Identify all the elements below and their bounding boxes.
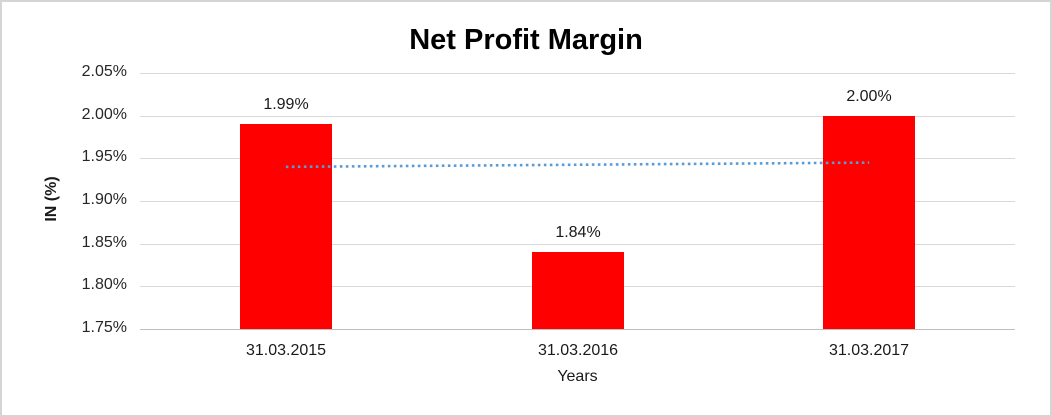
x-tick-label: 31.03.2015	[245, 342, 327, 359]
y-tick-label: 1.80%	[81, 276, 127, 293]
x-tick-label: 31.03.2016	[537, 342, 619, 359]
x-axis-line	[140, 329, 1015, 330]
x-axis-title: Years	[557, 368, 598, 385]
y-tick-label: 1.75%	[81, 319, 127, 336]
y-tick-label: 1.85%	[81, 234, 127, 251]
gridline	[140, 244, 1015, 245]
data-label: 1.99%	[263, 96, 309, 113]
gridline	[140, 158, 1015, 159]
gridline	[140, 73, 1015, 74]
gridline	[140, 201, 1015, 202]
y-tick-label: 1.90%	[81, 191, 127, 208]
x-tick-label: 31.03.2017	[828, 342, 910, 359]
bar-31.03.2017	[823, 116, 915, 329]
bar-31.03.2015	[240, 124, 332, 329]
bar-31.03.2016	[532, 252, 624, 329]
gridline	[140, 116, 1015, 117]
data-label: 2.00%	[846, 88, 892, 105]
data-label: 1.84%	[555, 224, 601, 241]
chart-title: Net Profit Margin	[409, 24, 643, 56]
y-tick-label: 2.05%	[81, 63, 127, 80]
y-tick-label: 1.95%	[81, 148, 127, 165]
y-tick-label: 2.00%	[81, 106, 127, 123]
